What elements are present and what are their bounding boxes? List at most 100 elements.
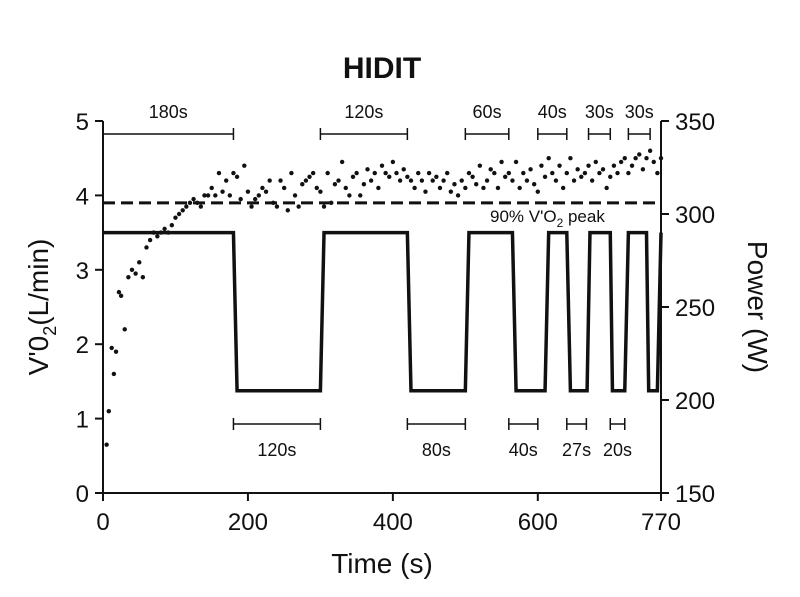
chart-title: HIDIT [343,52,421,85]
y-axis-left-label: V'02(L/min) [23,239,60,376]
vo2-data-point [263,189,269,194]
vo2-data-point [151,230,156,235]
vo2-data-point [184,204,189,209]
vo2-data-point [560,185,566,191]
vo2-data-point [651,159,656,165]
vo2-data-point [477,163,483,168]
vo2-data-point [365,167,370,172]
vo2-data-point [256,193,262,198]
vo2-data-point [517,185,522,191]
vo2-data-point [521,170,526,176]
y-left-label-sub: 2 [40,326,60,336]
vo2-data-point [278,178,283,183]
vo2-data-point [419,178,425,183]
vo2-data-point [126,275,131,280]
power-series-line [103,230,663,393]
vo2-data-point [140,275,146,280]
vo2-data-point [195,200,200,206]
vo2-data-point [582,170,588,176]
vo2-data-point [318,189,323,194]
vo2-data-point [205,193,211,198]
vo2-data-point [209,185,214,191]
threshold-label: 90% V'O2 peak [490,207,605,230]
vo2-data-point [213,193,218,198]
threshold-label-post: peak [563,207,605,226]
vo2-data-point [122,327,127,332]
threshold-label-pre: 90% V'O [490,207,557,226]
vo2-data-point [430,178,435,183]
y-right-tick-label: 350 [675,109,715,136]
vo2-data-point [343,185,348,191]
vo2-data-point [198,204,204,209]
vo2-data-point [242,163,247,168]
vo2-data-point [158,230,164,235]
vo2-data-point [644,156,649,161]
bottom-interval-label: 80s [422,440,451,460]
vo2-data-point [575,167,580,172]
y-right-tick-label: 150 [675,481,715,508]
vo2-data-point [191,196,196,202]
vo2-data-point [568,156,573,161]
vo2-data-point [394,170,399,176]
y-right-tick-label: 200 [675,388,715,415]
top-interval-label: 40s [538,102,567,122]
vo2-data-point [234,174,240,179]
vo2-data-point [289,170,294,176]
vo2-data-point [564,170,569,176]
vo2-data-point [600,167,606,172]
vo2-data-point [448,189,454,194]
top-interval-label: 30s [585,102,614,122]
vo2-data-point [314,185,319,191]
vo2-data-point [611,163,617,168]
vo2-data-point [144,245,149,250]
vo2-data-point [553,178,559,183]
vo2-data-point [227,193,233,198]
vo2-data-point [423,189,428,194]
x-tick-label: 200 [228,509,268,536]
vo2-data-point [481,185,486,191]
x-tick-label: 0 [96,509,109,536]
vo2-data-point [535,189,541,194]
vo2-data-point [104,442,109,447]
y-axis-right-label: Power (W) [742,241,773,373]
y-right-tick-label: 300 [675,202,715,229]
vo2-data-point [332,182,338,187]
vo2-data-point [162,226,167,232]
vo2-data-point [397,178,403,183]
vo2-data-point [615,170,620,176]
vo2-data-point [354,170,359,176]
vo2-data-point [546,156,551,161]
vo2-data-point [459,178,464,183]
vo2-data-point [321,204,327,209]
vo2-data-point [622,156,627,161]
vo2-data-point [401,167,406,172]
vo2-data-point [310,170,316,176]
vo2-data-point [379,163,385,168]
vo2-data-point [329,200,334,206]
vo2-data-point [169,222,175,228]
vo2-data-point [597,170,602,176]
vo2-data-point [593,159,598,165]
vo2-data-point [133,271,138,276]
vo2-data-point [116,289,122,295]
y-left-tick-label: 2 [76,332,89,359]
vo2-data-point [173,215,178,220]
top-interval-label: 30s [625,102,654,122]
x-tick-label: 770 [641,509,681,536]
x-tick-label: 600 [518,509,558,536]
vo2-data-point [390,159,396,165]
vo2-data-point [231,170,236,176]
vo2-data-point [445,170,450,176]
vo2-data-point [495,185,501,191]
vo2-data-point [510,178,515,183]
vo2-data-point [455,193,461,198]
vo2-data-point [604,185,609,191]
vo2-data-point [223,178,229,183]
y-left-tick-label: 1 [76,407,89,434]
vo2-data-point [372,170,377,176]
top-interval-label: 120s [344,102,383,122]
vo2-data-point [245,189,251,194]
vo2-data-point [155,234,160,239]
top-interval-label: 180s [149,102,188,122]
